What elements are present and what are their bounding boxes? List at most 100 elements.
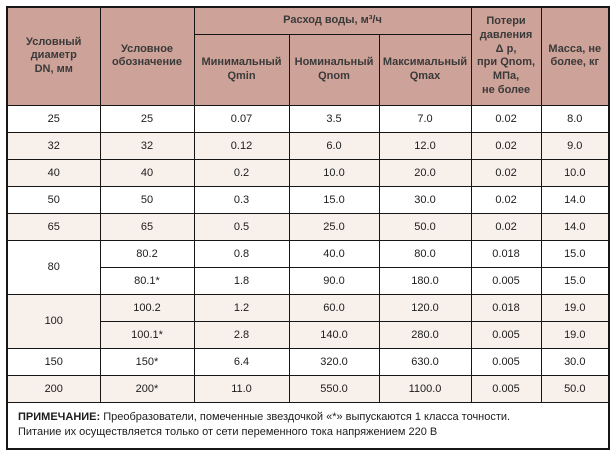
cell-qnom: 6.0 [288,131,380,160]
note-label: ПРИМЕЧАНИЕ: [18,410,101,423]
cell-qmin: 6.4 [193,347,290,376]
header-row-sub: Минимальный Qmin Номинальный Qnom Максим… [7,33,609,106]
cell-qnom: 90.0 [288,266,380,295]
col-header-dn: Условный диаметр DN, мм [6,6,101,106]
header-row-top: Условный диаметр DN, мм Условное обознач… [6,6,610,106]
cell-pressure-loss: 0.02 [470,104,542,133]
cell-mass: 10.0 [540,158,610,187]
cell-designation: 50 [99,185,195,214]
cell-pressure-loss: 0.005 [470,266,542,295]
cell-dn-group: 100 [6,293,101,349]
cell-dn: 32 [6,131,101,160]
table-row: 100 100.2 1.2 60.0 120.0 0.018 19.0 [6,293,610,349]
cell-mass: 19.0 [540,320,610,349]
col-header-designation: Условное обозначение [99,6,195,106]
cell-designation: 200* [99,374,195,403]
cell-qmin: 1.2 [193,293,290,322]
table-row: 40 40 0.2 10.0 20.0 0.02 10.0 [6,158,610,187]
cell-dn: 65 [6,212,101,241]
table-row: 50 50 0.3 15.0 30.0 0.02 14.0 [6,185,610,214]
cell-qmax: 1100.0 [378,374,472,403]
table-row: 100.1* 2.8 140.0 280.0 0.005 19.0 [7,320,610,349]
cell-qnom: 25.0 [288,212,380,241]
cell-mass: 8.0 [540,104,610,133]
cell-dn: 25 [6,104,101,133]
cell-mass: 30.0 [540,347,610,376]
cell-pressure-loss: 0.018 [470,293,542,322]
col-header-flow-group: Расход воды, м³/ч [193,6,472,35]
cell-qnom: 550.0 [288,374,380,403]
cell-qnom: 3.5 [288,104,380,133]
table-row: 32 32 0.12 6.0 12.0 0.02 9.0 [6,131,610,160]
col-header-qnom: Номинальный Qnom [288,33,380,106]
col-header-qmax: Максимальный Qmax [378,33,472,106]
table-row: 150 150* 6.4 320.0 630.0 0.005 30.0 [6,347,610,376]
cell-designation: 32 [99,131,195,160]
cell-designation: 25 [99,104,195,133]
cell-qmin: 0.5 [193,212,290,241]
note-text-1: Преобразователи, помеченные звездочкой «… [100,410,511,423]
cell-qmin: 2.8 [193,320,290,349]
cell-designation: 80.2 [99,239,195,268]
cell-qmax: 30.0 [378,185,472,214]
cell-qmax: 80.0 [378,239,472,268]
cell-qnom: 320.0 [288,347,380,376]
cell-pressure-loss: 0.02 [470,212,542,241]
cell-designation: 80.1* [99,266,195,295]
table-row: 200 200* 11.0 550.0 1100.0 0.005 50.0 [6,374,610,403]
cell-qmax: 7.0 [378,104,472,133]
cell-mass: 14.0 [540,212,610,241]
cell-dn: 50 [6,185,101,214]
cell-pressure-loss: 0.005 [470,347,542,376]
cell-pressure-loss: 0.02 [470,185,542,214]
cell-mass: 9.0 [540,131,610,160]
cell-qnom: 10.0 [288,158,380,187]
cell-qnom: 40.0 [288,239,380,268]
cell-mass: 19.0 [540,293,610,322]
col-header-pressure-loss: Потери давления Δ p, при Qnom, МПа, не б… [470,6,542,106]
cell-designation: 100.2 [99,293,195,322]
note: ПРИМЕЧАНИЕ: Преобразователи, помеченные … [6,401,610,450]
cell-qmax: 50.0 [378,212,472,241]
note-line-1: ПРИМЕЧАНИЕ: Преобразователи, помеченные … [18,410,598,426]
cell-pressure-loss: 0.018 [470,239,542,268]
table-row: 65 65 0.5 25.0 50.0 0.02 14.0 [6,212,610,241]
cell-qmin: 0.3 [193,185,290,214]
table-row: 25 25 0.07 3.5 7.0 0.02 8.0 [6,104,610,133]
col-header-qmin: Минимальный Qmin [193,33,290,106]
cell-qmax: 280.0 [378,320,472,349]
table-row: 80 80.2 0.8 40.0 80.0 0.018 15.0 [6,239,610,295]
cell-pressure-loss: 0.005 [470,374,542,403]
cell-pressure-loss: 0.02 [470,131,542,160]
cell-qnom: 140.0 [288,320,380,349]
cell-designation: 100.1* [99,320,195,349]
cell-mass: 14.0 [540,185,610,214]
cell-qmin: 0.2 [193,158,290,187]
cell-dn: 40 [6,158,101,187]
cell-qnom: 60.0 [288,293,380,322]
cell-qmax: 630.0 [378,347,472,376]
cell-qmin: 0.07 [193,104,290,133]
cell-mass: 15.0 [540,239,610,268]
cell-qmin: 0.8 [193,239,290,268]
cell-qmin: 11.0 [193,374,290,403]
cell-designation: 150* [99,347,195,376]
cell-qmax: 120.0 [378,293,472,322]
flow-meter-specs-table: Условный диаметр DN, мм Условное обознач… [6,6,611,451]
cell-designation: 65 [99,212,195,241]
cell-mass: 50.0 [540,374,610,403]
table-row: 80.1* 1.8 90.0 180.0 0.005 15.0 [7,266,610,295]
cell-pressure-loss: 0.02 [470,158,542,187]
cell-qnom: 15.0 [288,185,380,214]
col-header-mass: Масса, не более, кг [540,6,610,106]
cell-dn: 150 [6,347,101,376]
cell-dn-group: 80 [6,239,101,295]
cell-mass: 15.0 [540,266,610,295]
cell-qmax: 180.0 [378,266,472,295]
cell-qmax: 20.0 [378,158,472,187]
cell-qmin: 0.12 [193,131,290,160]
cell-designation: 40 [99,158,195,187]
note-row: ПРИМЕЧАНИЕ: Преобразователи, помеченные … [6,401,610,450]
cell-pressure-loss: 0.005 [470,320,542,349]
